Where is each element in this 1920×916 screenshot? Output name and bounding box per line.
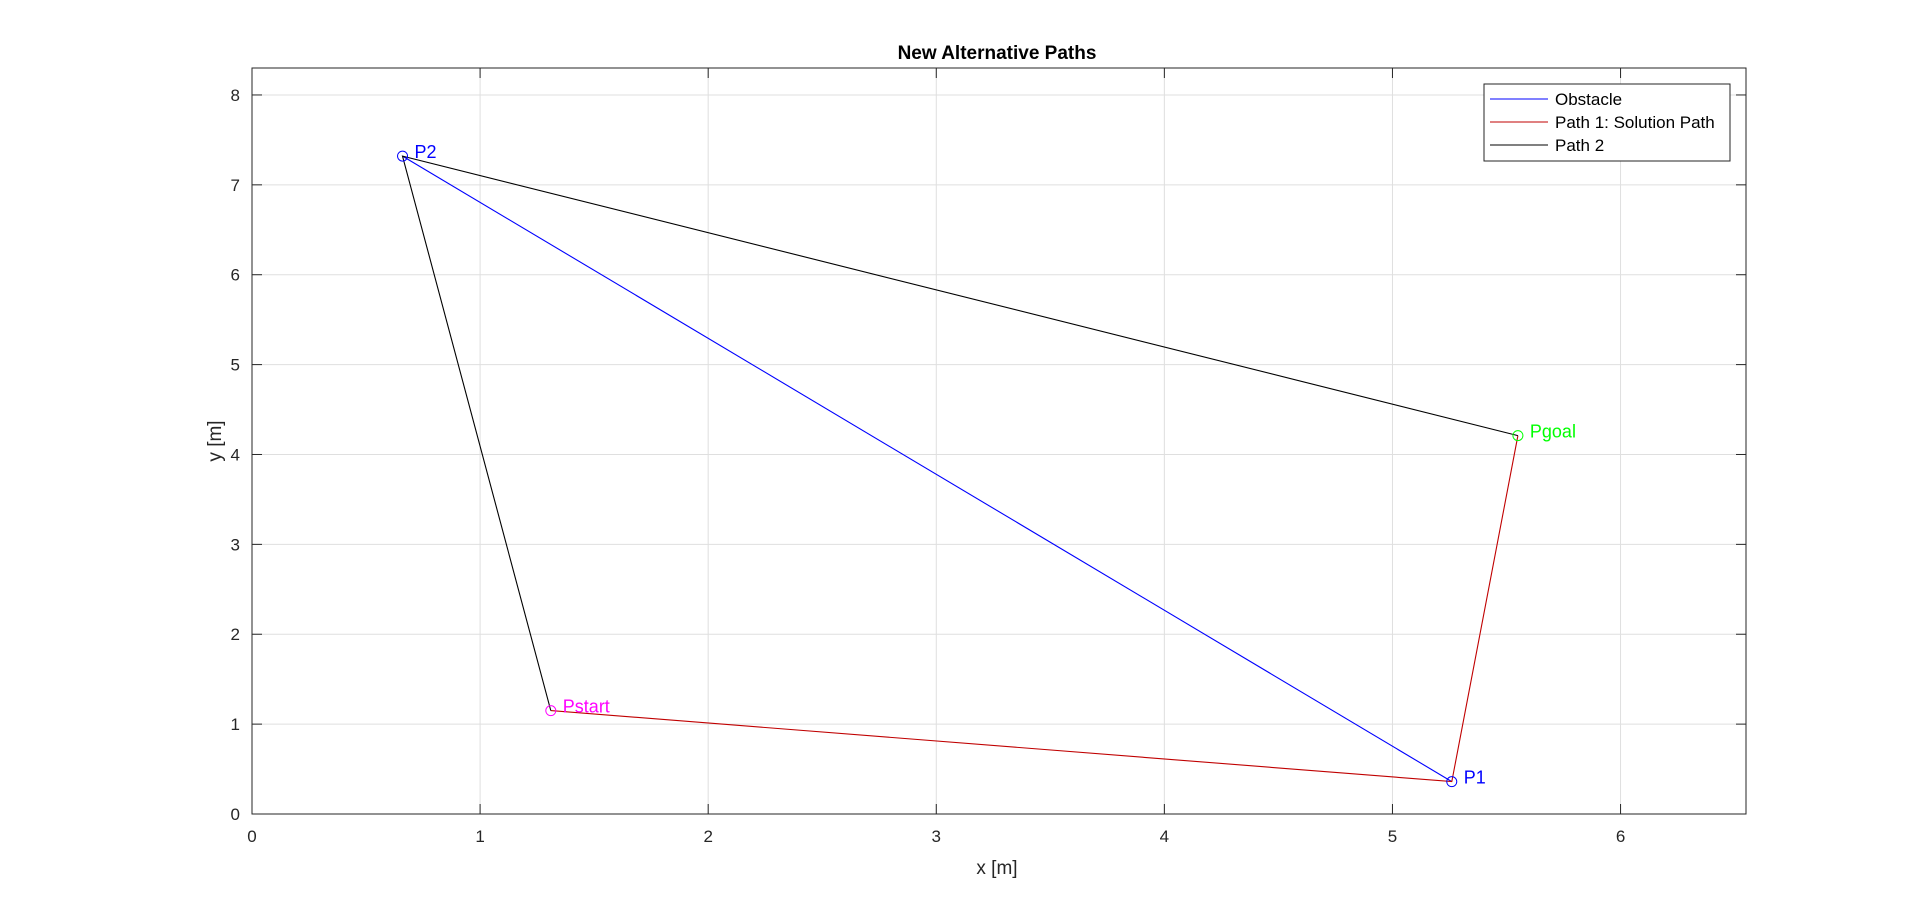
y-tick-label: 5 — [231, 356, 240, 375]
series-line-1 — [402, 155, 1453, 783]
y-tick-label: 3 — [231, 535, 240, 554]
y-tick-label: 0 — [231, 805, 240, 824]
y-tick-label: 8 — [231, 86, 240, 105]
x-tick-label: 6 — [1616, 827, 1625, 846]
y-tick-label: 1 — [231, 715, 240, 734]
x-axis-label: x [m] — [976, 858, 1017, 879]
point-marker-p1 — [1446, 776, 1458, 788]
chart-title: New Alternative Paths — [898, 43, 1097, 64]
x-tick-label: 2 — [703, 827, 712, 846]
x-tick-label: 0 — [247, 827, 256, 846]
point-label-pgoal: Pgoal — [1530, 422, 1576, 442]
y-axis-label: y [m] — [205, 420, 226, 461]
point-label-p2: P2 — [415, 142, 437, 162]
x-tick-label: 4 — [1160, 827, 1169, 846]
series-line-3 — [401, 155, 1519, 711]
legend-entry-3: Path 2 — [1555, 136, 1604, 155]
point-marker-p2 — [397, 150, 409, 162]
x-tick-label: 5 — [1388, 827, 1397, 846]
plot-lines: P2 Pstart P1 Pgoal — [397, 142, 1576, 788]
y-tick-label: 2 — [231, 625, 240, 644]
y-tick-label: 4 — [231, 445, 240, 464]
legend-entry-1: Obstacle — [1555, 90, 1622, 109]
series-line-2 — [550, 435, 1519, 783]
x-tick-label: 1 — [475, 827, 484, 846]
point-label-p1: P1 — [1464, 768, 1486, 788]
x-tick-label: 3 — [932, 827, 941, 846]
y-tick-label: 7 — [231, 176, 240, 195]
grid — [252, 68, 1746, 814]
point-marker-pgoal — [1512, 430, 1524, 442]
ticks: 0 1 2 3 4 5 6 0 1 2 3 4 5 6 7 8 — [231, 68, 1746, 846]
legend-entry-2: Path 1: Solution Path — [1555, 113, 1715, 132]
y-tick-label: 6 — [231, 266, 240, 285]
point-label-pstart: Pstart — [563, 697, 610, 717]
legend: Obstacle Path 1: Solution Path Path 2 — [1483, 83, 1731, 162]
point-marker-pstart — [545, 705, 557, 717]
axes-box — [251, 67, 1747, 815]
